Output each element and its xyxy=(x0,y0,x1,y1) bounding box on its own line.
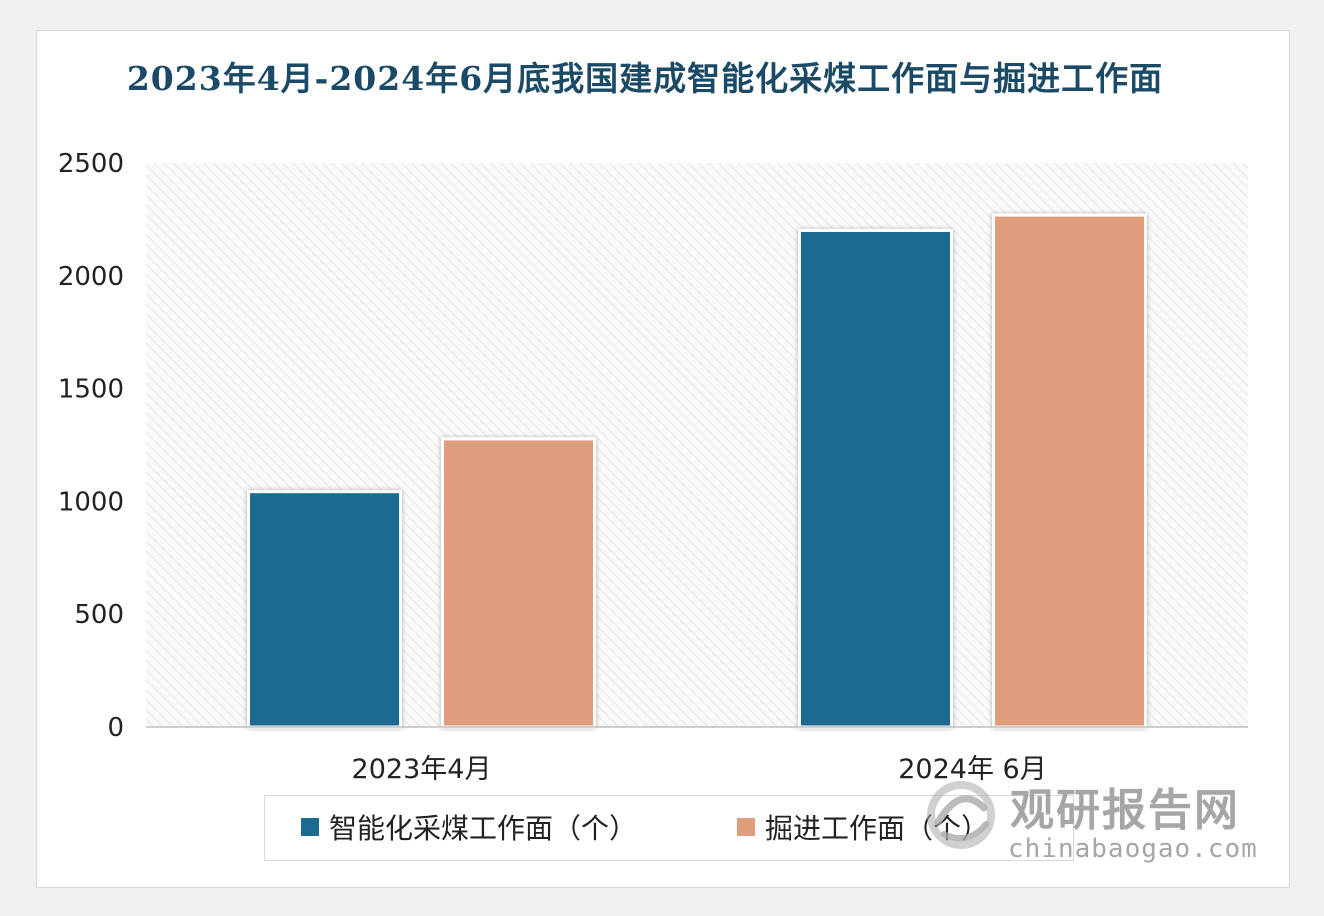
y-tick-label: 2500 xyxy=(58,149,124,179)
y-tick-label: 2000 xyxy=(58,262,124,292)
y-tick-label: 1000 xyxy=(58,487,124,517)
bar-coal-mining-0 xyxy=(247,490,402,729)
legend-swatch-coal-mining xyxy=(301,818,319,836)
bar-tunneling-0 xyxy=(441,437,596,729)
bar-coal-mining-1 xyxy=(798,228,953,729)
legend-item-coal-mining: 智能化采煤工作面（个） xyxy=(301,810,638,845)
chart-title: 2023年4月-2024年6月底我国建成智能化采煤工作面与掘进工作面 xyxy=(126,59,1164,98)
y-tick-label: 1500 xyxy=(58,375,124,405)
bar-tunneling-1 xyxy=(992,213,1147,729)
x-tick-label: 2023年4月 xyxy=(352,754,492,785)
watermark-brand: 观研报告网 xyxy=(1010,785,1240,836)
swirl-logo-icon xyxy=(927,781,995,849)
legend-swatch-tunneling xyxy=(737,818,755,836)
y-tick-label: 0 xyxy=(107,713,124,743)
y-tick-label: 500 xyxy=(74,600,124,630)
watermark-url: chinabaogao.com xyxy=(1008,834,1258,864)
x-tick-label: 2024年 6月 xyxy=(898,754,1046,785)
legend: 智能化采煤工作面（个） 掘进工作面（个） xyxy=(264,795,1074,861)
legend-label-coal-mining: 智能化采煤工作面（个） xyxy=(329,812,638,845)
